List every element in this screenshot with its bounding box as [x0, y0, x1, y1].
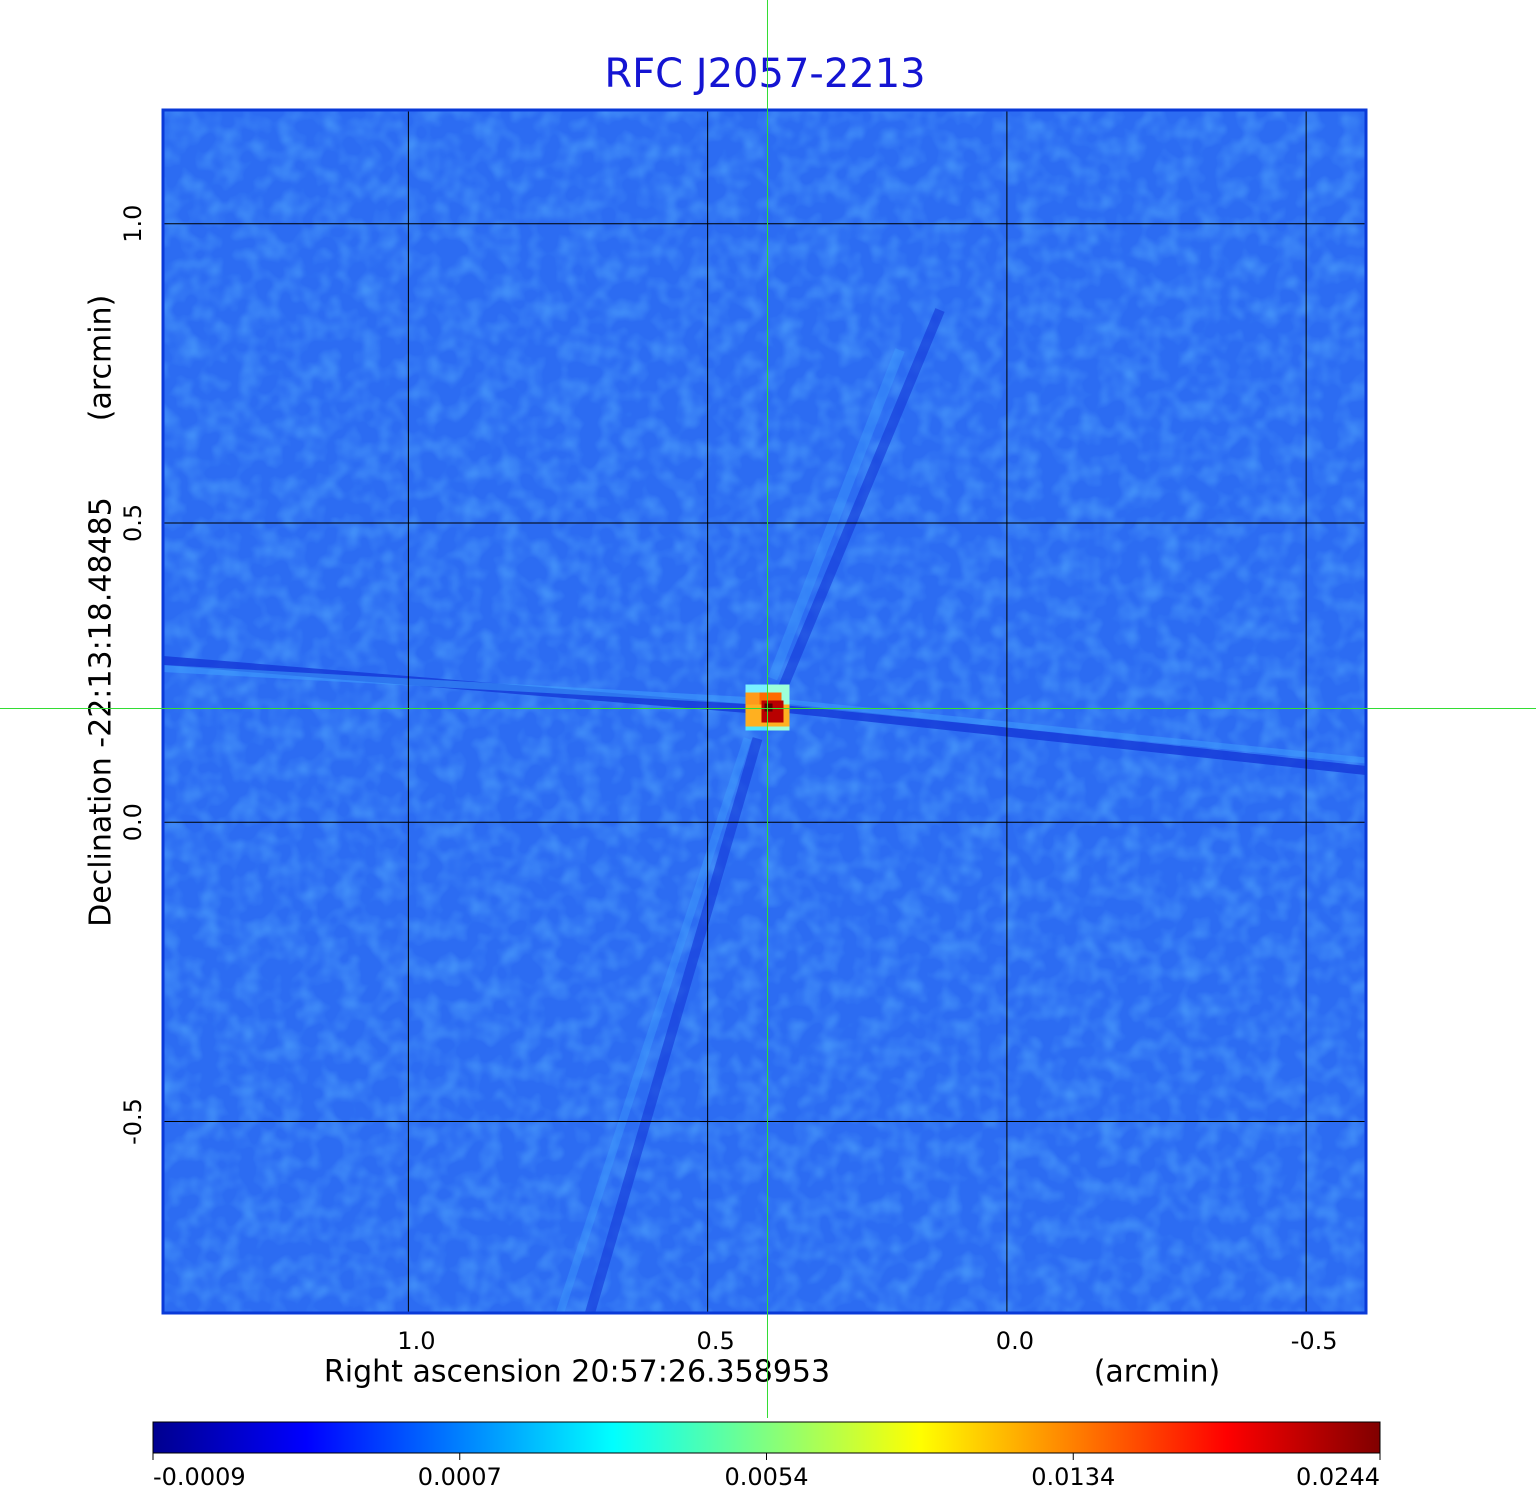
x-axis-unit: (arcmin)	[1094, 1355, 1221, 1390]
sidelobe	[767, 348, 905, 681]
chart-title: RFC J2057-2213	[604, 51, 925, 97]
sidelobe	[777, 308, 945, 691]
y-axis-unit: (arcmin)	[84, 295, 119, 422]
colorbar-tick-label: -0.0009	[153, 1463, 246, 1491]
sidelobe	[556, 737, 752, 1315]
x-tick-label: -0.5	[1291, 1327, 1338, 1355]
sidelobe	[585, 737, 763, 1315]
sidelobe	[787, 704, 1367, 775]
colorbar-tick-label: 0.0134	[1031, 1463, 1115, 1491]
colorbar-tick-label: 0.0244	[1296, 1463, 1380, 1491]
source-peak	[764, 703, 773, 712]
sidelobe	[787, 699, 1367, 764]
y-tick-label: -0.5	[119, 1098, 147, 1145]
x-axis-label: Right ascension 20:57:26.358953	[324, 1355, 830, 1390]
colorbar-tick-label: 0.0054	[725, 1463, 809, 1491]
y-tick-label: 0.5	[119, 504, 147, 542]
y-axis-label: Declination -22:13:18.48485	[84, 497, 119, 927]
sidelobe	[162, 665, 748, 705]
colorbar-tick-label: 0.0007	[418, 1463, 502, 1491]
x-tick-label: 0.5	[697, 1327, 735, 1355]
y-tick-label: 1.0	[119, 205, 147, 243]
x-tick-label: 0.0	[996, 1327, 1034, 1355]
plot-frame	[161, 108, 1368, 1315]
x-tick-label: 1.0	[397, 1327, 435, 1355]
y-tick-label: 0.0	[119, 803, 147, 841]
colorbar	[152, 1421, 1381, 1454]
